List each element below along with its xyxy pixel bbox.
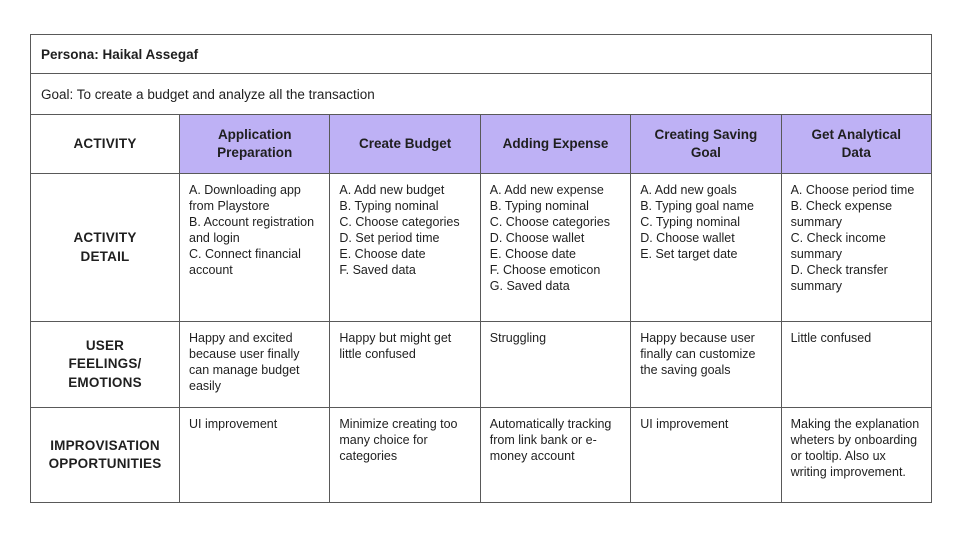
column-header-get-analytical-data: Get Analytical Data: [780, 114, 931, 173]
opportunity-cell-application-preparation: UI improvement: [179, 407, 330, 502]
goal-row: Goal: To create a budget and analyze all…: [31, 73, 931, 114]
feelings-cell-get-analytical-data: Little confused: [780, 321, 931, 407]
feelings-cell-creating-saving-goal: Happy because user finally can customize…: [630, 321, 781, 407]
user-journey-table: Persona: Haikal Assegaf Goal: To create …: [30, 34, 932, 503]
column-header-create-budget: Create Budget: [329, 114, 480, 173]
detail-cell-get-analytical-data: A. Choose period time B. Check expense s…: [780, 173, 931, 321]
row-header-activity-detail: ACTIVITY DETAIL: [31, 173, 179, 321]
feelings-cell-adding-expense: Struggling: [479, 321, 631, 407]
row-header-improvisation-opportunities: IMPROVISATION OPPORTUNITIES: [31, 407, 179, 502]
detail-cell-adding-expense: A. Add new expense B. Typing nominal C. …: [479, 173, 631, 321]
column-header-creating-saving-goal: Creating Saving Goal: [630, 114, 781, 173]
opportunity-cell-create-budget: Minimize creating too many choice for ca…: [329, 407, 480, 502]
detail-cell-create-budget: A. Add new budget B. Typing nominal C. C…: [329, 173, 480, 321]
feelings-cell-application-preparation: Happy and excited because user finally c…: [179, 321, 330, 407]
row-header-activity: ACTIVITY: [31, 114, 179, 173]
detail-cell-application-preparation: A. Downloading app from Playstore B. Acc…: [179, 173, 330, 321]
column-header-application-preparation: Application Preparation: [179, 114, 330, 173]
feelings-cell-create-budget: Happy but might get little confused: [329, 321, 480, 407]
opportunity-cell-adding-expense: Automatically tracking from link bank or…: [479, 407, 631, 502]
detail-cell-creating-saving-goal: A. Add new goals B. Typing goal name C. …: [630, 173, 781, 321]
opportunity-cell-creating-saving-goal: UI improvement: [630, 407, 781, 502]
row-header-user-feelings: USER FEELINGS/ EMOTIONS: [31, 321, 179, 407]
opportunity-cell-get-analytical-data: Making the explanation wheters by onboar…: [780, 407, 931, 502]
persona-row: Persona: Haikal Assegaf: [41, 46, 199, 62]
column-header-adding-expense: Adding Expense: [479, 114, 631, 173]
